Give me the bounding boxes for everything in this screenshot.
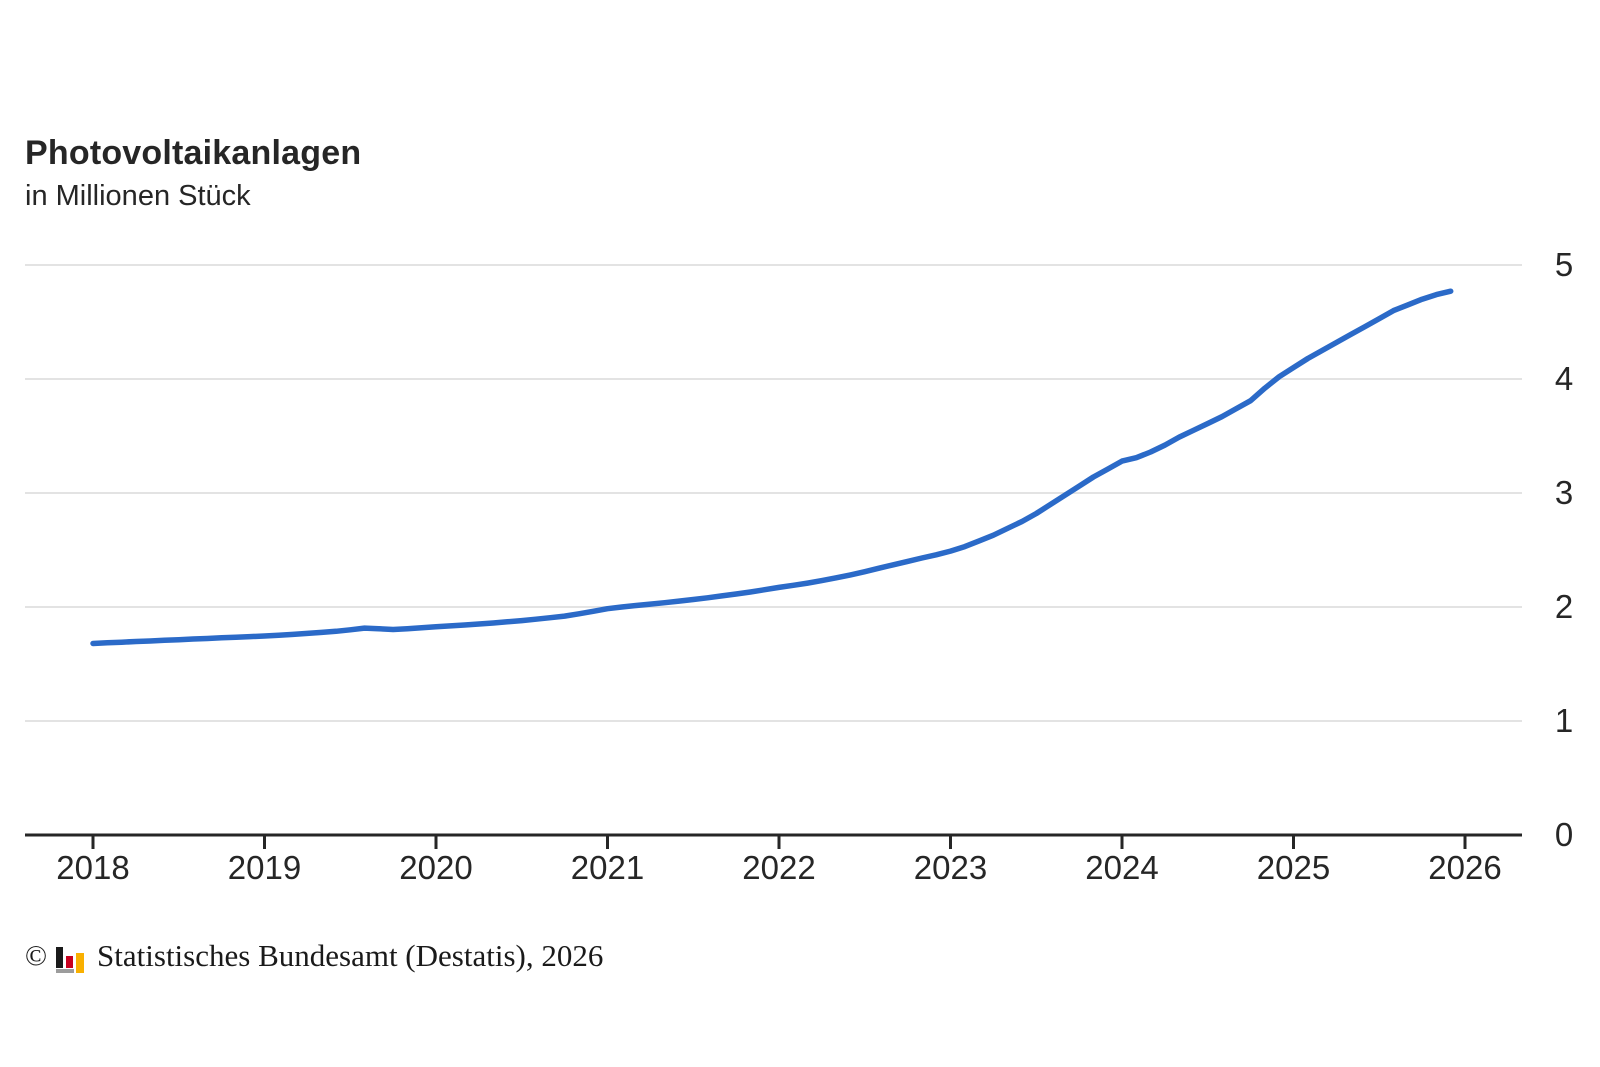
x-tick-label-2023: 2023 <box>913 849 988 886</box>
x-tick-label-2024: 2024 <box>1085 849 1159 886</box>
chart-title: Photovoltaikanlagen <box>25 134 362 172</box>
y-tick-label-1: 1 <box>1554 702 1574 739</box>
logo-bar-gold <box>76 952 85 973</box>
x-tick-label-2022: 2022 <box>742 849 816 886</box>
source-footer: © Statistisches Bundesamt (Destatis), 20… <box>25 936 603 976</box>
x-tick-label-2021: 2021 <box>570 849 645 886</box>
logo-baseline <box>56 968 75 973</box>
x-tick-label-2026: 2026 <box>1428 849 1502 886</box>
logo-bar-black <box>56 946 64 968</box>
data-line-photovoltaikanlagen <box>90 288 1454 647</box>
x-tick-label-2025: 2025 <box>1256 849 1331 886</box>
y-tick-label-0: 0 <box>1554 816 1574 853</box>
source-text: Statistisches Bundesamt (Destatis), 2026 <box>97 938 604 973</box>
x-tick-label-2019: 2019 <box>227 849 302 886</box>
destatis-logo-icon <box>56 940 87 973</box>
y-tick-label-4: 4 <box>1554 360 1574 397</box>
y-tick-label-5: 5 <box>1554 246 1574 283</box>
y-tick-label-2: 2 <box>1554 588 1574 625</box>
y-tick-label-3: 3 <box>1554 474 1574 511</box>
x-tick-label-2018: 2018 <box>56 849 130 886</box>
chart-subtitle: in Millionen Stück <box>25 180 251 212</box>
x-tick-label-2020: 2020 <box>399 849 473 886</box>
copyright-icon: © <box>25 939 48 972</box>
logo-bar-red <box>66 955 74 968</box>
